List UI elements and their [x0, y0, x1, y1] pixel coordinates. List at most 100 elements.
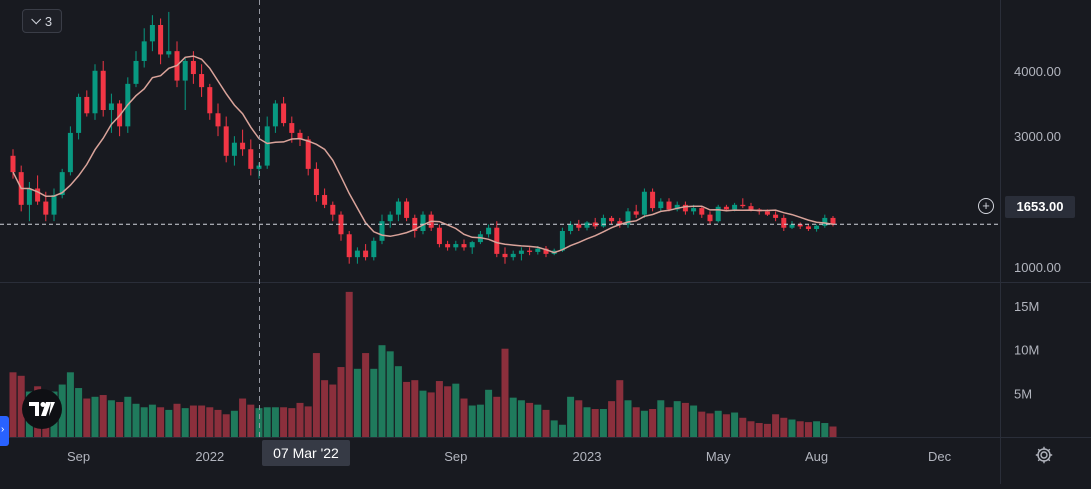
- add-alert-plus-icon[interactable]: +: [978, 198, 994, 214]
- volume-bar: [206, 407, 214, 437]
- candle-body: [108, 103, 114, 111]
- side-panel-toggle[interactable]: ›: [0, 416, 9, 446]
- volume-bar: [157, 407, 165, 437]
- candle-body: [182, 60, 188, 81]
- volume-bar: [714, 410, 722, 437]
- candle-body: [10, 155, 16, 173]
- volume-bar: [550, 420, 558, 437]
- candle-body: [576, 224, 582, 228]
- volume-bar: [722, 414, 730, 437]
- volume-bar: [747, 421, 755, 437]
- candle-body: [699, 208, 705, 215]
- candle-body: [149, 25, 155, 42]
- volume-bar: [419, 390, 427, 437]
- volume-bar: [403, 381, 411, 437]
- volume-bar: [780, 417, 788, 437]
- volume-bar: [608, 401, 616, 437]
- volume-bar: [337, 367, 345, 437]
- volume-bar: [772, 414, 780, 437]
- candle-body: [199, 74, 205, 88]
- candle-body: [453, 244, 459, 248]
- candle-body: [84, 96, 90, 114]
- volume-bar: [821, 423, 829, 437]
- price-tick-label: 1000.00: [1014, 260, 1061, 275]
- time-axis-label: Sep: [444, 449, 467, 464]
- candle-body: [674, 204, 680, 210]
- candle-body: [223, 126, 229, 156]
- volume-bar: [132, 403, 140, 437]
- candle-body: [691, 208, 697, 212]
- candle-body: [436, 227, 442, 245]
- candle-body: [35, 188, 41, 202]
- volume-bar: [304, 406, 312, 437]
- volume-bar: [640, 410, 648, 437]
- volume-bar: [542, 409, 550, 437]
- candle-body: [215, 113, 221, 127]
- volume-bar: [731, 412, 739, 437]
- volume-bar: [657, 400, 665, 437]
- candle-body: [650, 191, 656, 209]
- candle-body: [43, 201, 49, 215]
- candle-body: [248, 149, 254, 169]
- volume-bar: [435, 381, 443, 437]
- candle-body: [469, 242, 475, 248]
- volume-bar: [763, 423, 771, 437]
- volume-bar: [247, 404, 255, 437]
- volume-bar: [116, 402, 124, 437]
- volume-bar: [99, 395, 107, 437]
- candle-body: [231, 142, 237, 156]
- volume-bar: [9, 372, 17, 437]
- volume-bar: [829, 426, 837, 437]
- candle-body: [494, 227, 500, 254]
- volume-bar: [362, 353, 370, 437]
- candle-body: [404, 201, 410, 218]
- candle-body: [158, 25, 164, 55]
- candle-body: [363, 250, 369, 258]
- candle-body: [461, 244, 467, 248]
- candle-body: [805, 226, 811, 230]
- time-axis-label: 2022: [195, 449, 224, 464]
- gear-icon[interactable]: [1034, 445, 1054, 465]
- volume-bar: [427, 392, 435, 437]
- volume-bar: [813, 421, 821, 437]
- candle-body: [141, 41, 147, 61]
- volume-bar: [91, 396, 99, 437]
- volume-bar: [386, 351, 394, 437]
- candle-body: [281, 103, 287, 124]
- candle-body: [732, 204, 738, 210]
- candle-body: [289, 123, 295, 133]
- candle-body: [256, 165, 262, 169]
- tradingview-logo-icon[interactable]: [22, 389, 62, 429]
- candle-body: [740, 204, 746, 207]
- candle-body: [51, 195, 57, 215]
- volume-bar: [616, 380, 624, 437]
- candle-body: [313, 168, 319, 196]
- volume-bar: [698, 411, 706, 437]
- volume-bar: [312, 353, 320, 437]
- moving-average-line: [12, 55, 834, 254]
- candle-body: [543, 248, 549, 254]
- volume-bar: [189, 405, 197, 437]
- volume-bar: [411, 380, 419, 437]
- candle-body: [707, 214, 713, 222]
- volume-bar: [509, 397, 517, 437]
- time-axis-label: 2023: [573, 449, 602, 464]
- candle-body: [559, 230, 565, 251]
- volume-bar: [271, 407, 279, 437]
- candle-body: [633, 211, 639, 215]
- volume-bar: [558, 424, 566, 437]
- indicator-toggle-button[interactable]: 3: [22, 9, 62, 33]
- volume-bar: [534, 404, 542, 437]
- candle-body: [822, 217, 828, 226]
- candle-body: [617, 221, 623, 225]
- candle-body: [387, 214, 393, 222]
- candle-body: [584, 222, 590, 228]
- candle-body: [830, 217, 836, 225]
- volume-bar: [468, 405, 476, 437]
- candle-body: [764, 211, 770, 215]
- candle-body: [641, 191, 647, 215]
- candle-body: [100, 70, 106, 111]
- volume-bar: [583, 407, 591, 437]
- volume-bar: [526, 402, 534, 437]
